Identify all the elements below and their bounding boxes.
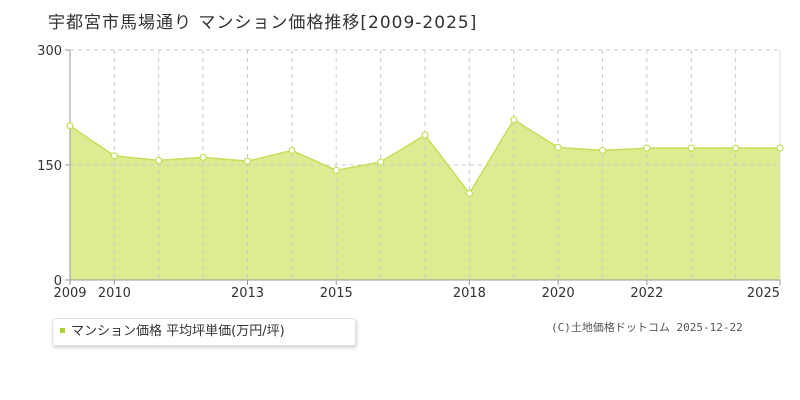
data-point [288, 146, 296, 155]
data-point [510, 116, 518, 124]
x-tick-label: 2018 [453, 286, 486, 301]
y-tick-label: 300 [37, 44, 62, 59]
credit-text: (C)土地価格ドットコム 2025-12-22 [551, 321, 743, 334]
x-tick-label: 2022 [630, 286, 663, 301]
data-point [110, 152, 118, 160]
data-point [421, 131, 429, 139]
data-point [332, 166, 340, 174]
x-tick-label: 2025 [747, 286, 780, 301]
data-point [199, 153, 207, 161]
data-point [155, 156, 163, 164]
y-tick-label: 0 [54, 274, 62, 289]
data-point [598, 146, 607, 155]
chart-title: 宇都宮市馬場通り マンション価格推移[2009-2025] [48, 13, 478, 33]
y-tick-label: 150 [37, 159, 62, 174]
x-tick-label: 2013 [231, 286, 264, 301]
data-point [732, 144, 740, 152]
data-point [377, 158, 385, 166]
x-tick-label: 2015 [320, 286, 353, 301]
data-point [66, 122, 74, 130]
data-point [776, 144, 784, 152]
data-point [687, 144, 695, 152]
data-point [643, 144, 651, 152]
x-tick-label: 2010 [98, 286, 131, 301]
legend-swatch [60, 328, 65, 333]
legend-label: マンション価格 平均坪単価(万円/坪) [71, 324, 285, 339]
legend: マンション価格 平均坪単価(万円/坪) [52, 318, 356, 346]
x-tick-label: 2009 [53, 286, 86, 301]
data-point [465, 189, 473, 197]
area-fill [70, 119, 780, 281]
x-tick-label: 2020 [542, 286, 575, 301]
data-point [554, 143, 562, 151]
data-point [243, 157, 252, 165]
